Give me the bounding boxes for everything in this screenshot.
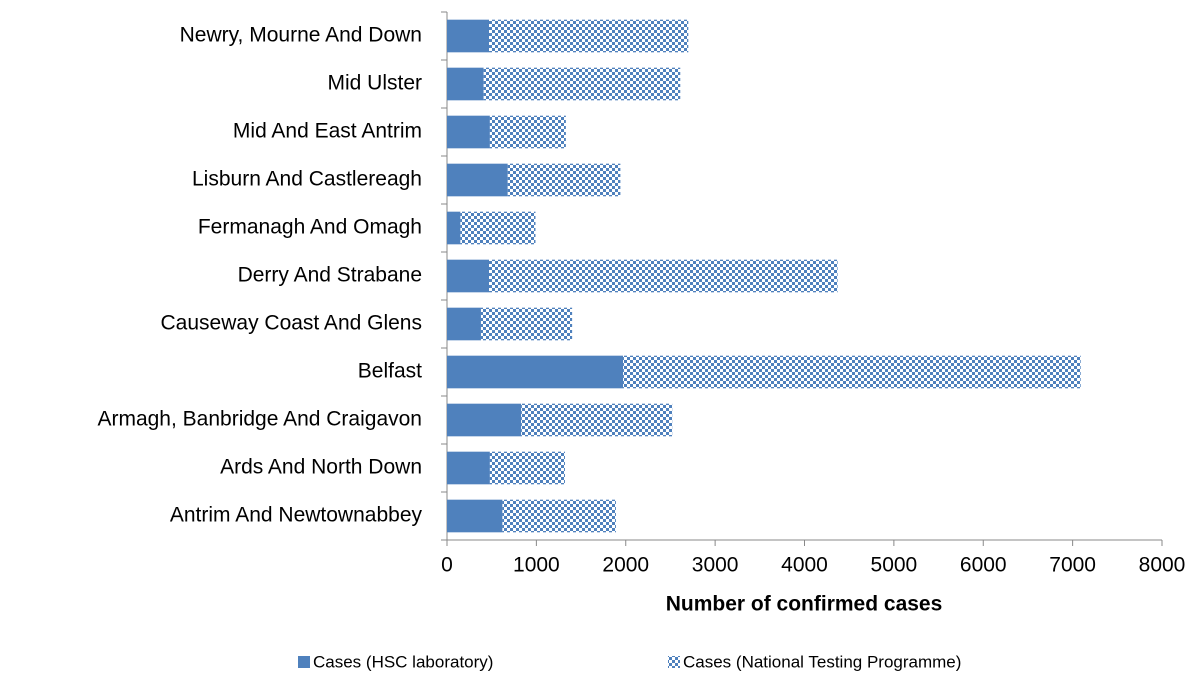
x-tick-label: 5000: [871, 554, 918, 577]
bar-segment: [623, 355, 1081, 389]
y-tick-label: Mid Ulster: [327, 72, 422, 95]
y-tick-label: Armagh, Banbridge And Craigavon: [97, 408, 422, 431]
bar-segment: [489, 259, 838, 293]
bar-segment: [447, 451, 490, 485]
bar-segment: [447, 499, 503, 533]
legend-swatch: [668, 656, 680, 668]
x-tick-label: 1000: [513, 554, 560, 577]
x-tick-label: 0: [441, 554, 453, 577]
y-tick-label: Belfast: [358, 360, 422, 383]
bar-segment: [447, 259, 490, 293]
bar-segment: [460, 211, 536, 245]
x-tick-label: 4000: [781, 554, 828, 577]
bar-segment: [447, 355, 624, 389]
legend-label: Cases (National Testing Programme): [683, 652, 961, 671]
y-tick-label: Ards And North Down: [220, 456, 422, 479]
y-tick-label: Newry, Mourne And Down: [180, 24, 422, 47]
bar-segment: [480, 307, 573, 341]
y-tick-label: Derry And Strabane: [238, 264, 422, 287]
x-tick-label: 3000: [692, 554, 739, 577]
bar-segment: [447, 211, 461, 245]
bar-segment: [447, 115, 490, 149]
bar-segment: [521, 403, 673, 437]
bar-segment: [447, 19, 490, 53]
bar-segment: [489, 115, 566, 149]
bar-segment: [489, 19, 689, 53]
x-tick-label: 8000: [1139, 554, 1186, 577]
legend-swatch: [298, 656, 310, 668]
bar-segment: [447, 67, 484, 101]
bar-segment: [447, 403, 522, 437]
x-tick-label: 7000: [1049, 554, 1096, 577]
y-tick-label: Lisburn And Castlereagh: [192, 168, 422, 191]
legend-label: Cases (HSC laboratory): [313, 652, 493, 671]
bar-segment: [489, 451, 565, 485]
y-tick-label: Mid And East Antrim: [233, 120, 422, 143]
x-tick-label: 2000: [602, 554, 649, 577]
bar-segment: [502, 499, 616, 533]
bar-segment: [447, 163, 508, 197]
y-tick-label: Antrim And Newtownabbey: [170, 504, 423, 527]
bar-segment: [483, 67, 681, 101]
bar-segment: [447, 307, 481, 341]
x-axis-title: Number of confirmed cases: [666, 593, 943, 616]
x-tick-label: 6000: [960, 554, 1007, 577]
y-tick-label: Fermanagh And Omagh: [198, 216, 422, 239]
y-tick-label: Causeway Coast And Glens: [161, 312, 422, 335]
bar-segment: [507, 163, 621, 197]
